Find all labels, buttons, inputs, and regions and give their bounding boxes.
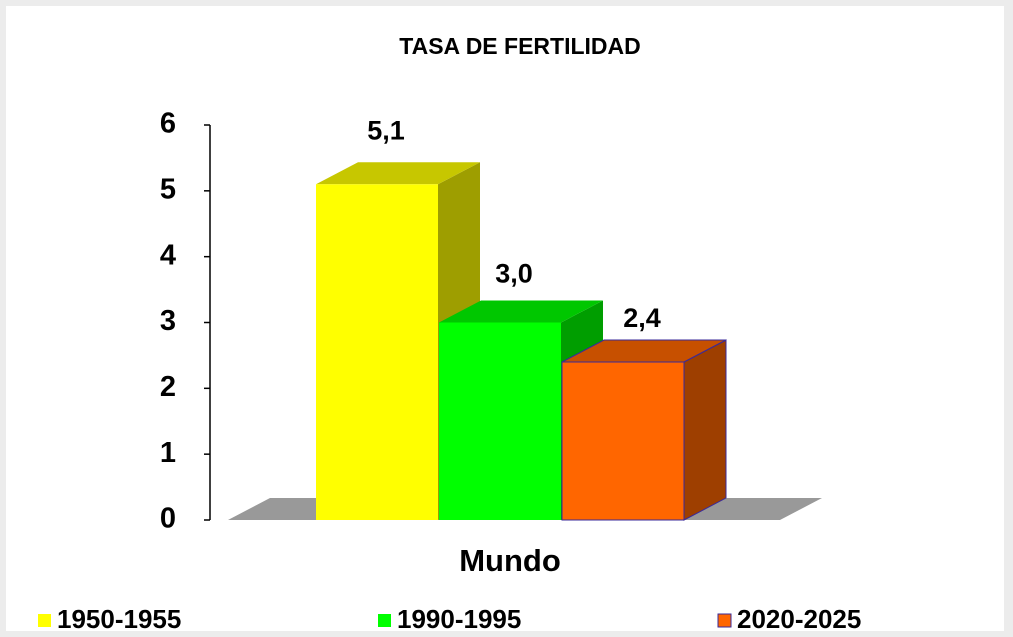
bar bbox=[439, 322, 561, 520]
data-label: 2,4 bbox=[623, 303, 661, 333]
legend-label: 2020-2025 bbox=[737, 604, 861, 634]
legend-swatch bbox=[38, 614, 51, 627]
legend-swatch bbox=[717, 613, 732, 628]
y-tick-label: 2 bbox=[160, 371, 176, 403]
y-tick-label: 1 bbox=[160, 437, 176, 469]
x-tick-label: Mundo bbox=[459, 543, 561, 578]
legend-label: 1990-1995 bbox=[397, 604, 521, 634]
y-tick-label: 3 bbox=[160, 305, 176, 337]
bar-top bbox=[316, 162, 480, 185]
y-tick-label: 6 bbox=[160, 108, 176, 140]
chart-title: TASA DE FERTILIDAD bbox=[399, 33, 641, 59]
bar bbox=[561, 361, 685, 521]
legend-swatch bbox=[378, 614, 391, 627]
data-label: 3,0 bbox=[495, 259, 533, 289]
bar bbox=[316, 184, 438, 520]
y-tick-label: 5 bbox=[160, 173, 176, 205]
legend-label: 1950-1955 bbox=[57, 604, 181, 634]
y-tick-label: 0 bbox=[160, 503, 176, 535]
y-tick-label: 4 bbox=[160, 239, 176, 271]
data-label: 5,1 bbox=[367, 115, 405, 145]
bar-side bbox=[683, 339, 727, 521]
bar-top bbox=[439, 300, 603, 323]
